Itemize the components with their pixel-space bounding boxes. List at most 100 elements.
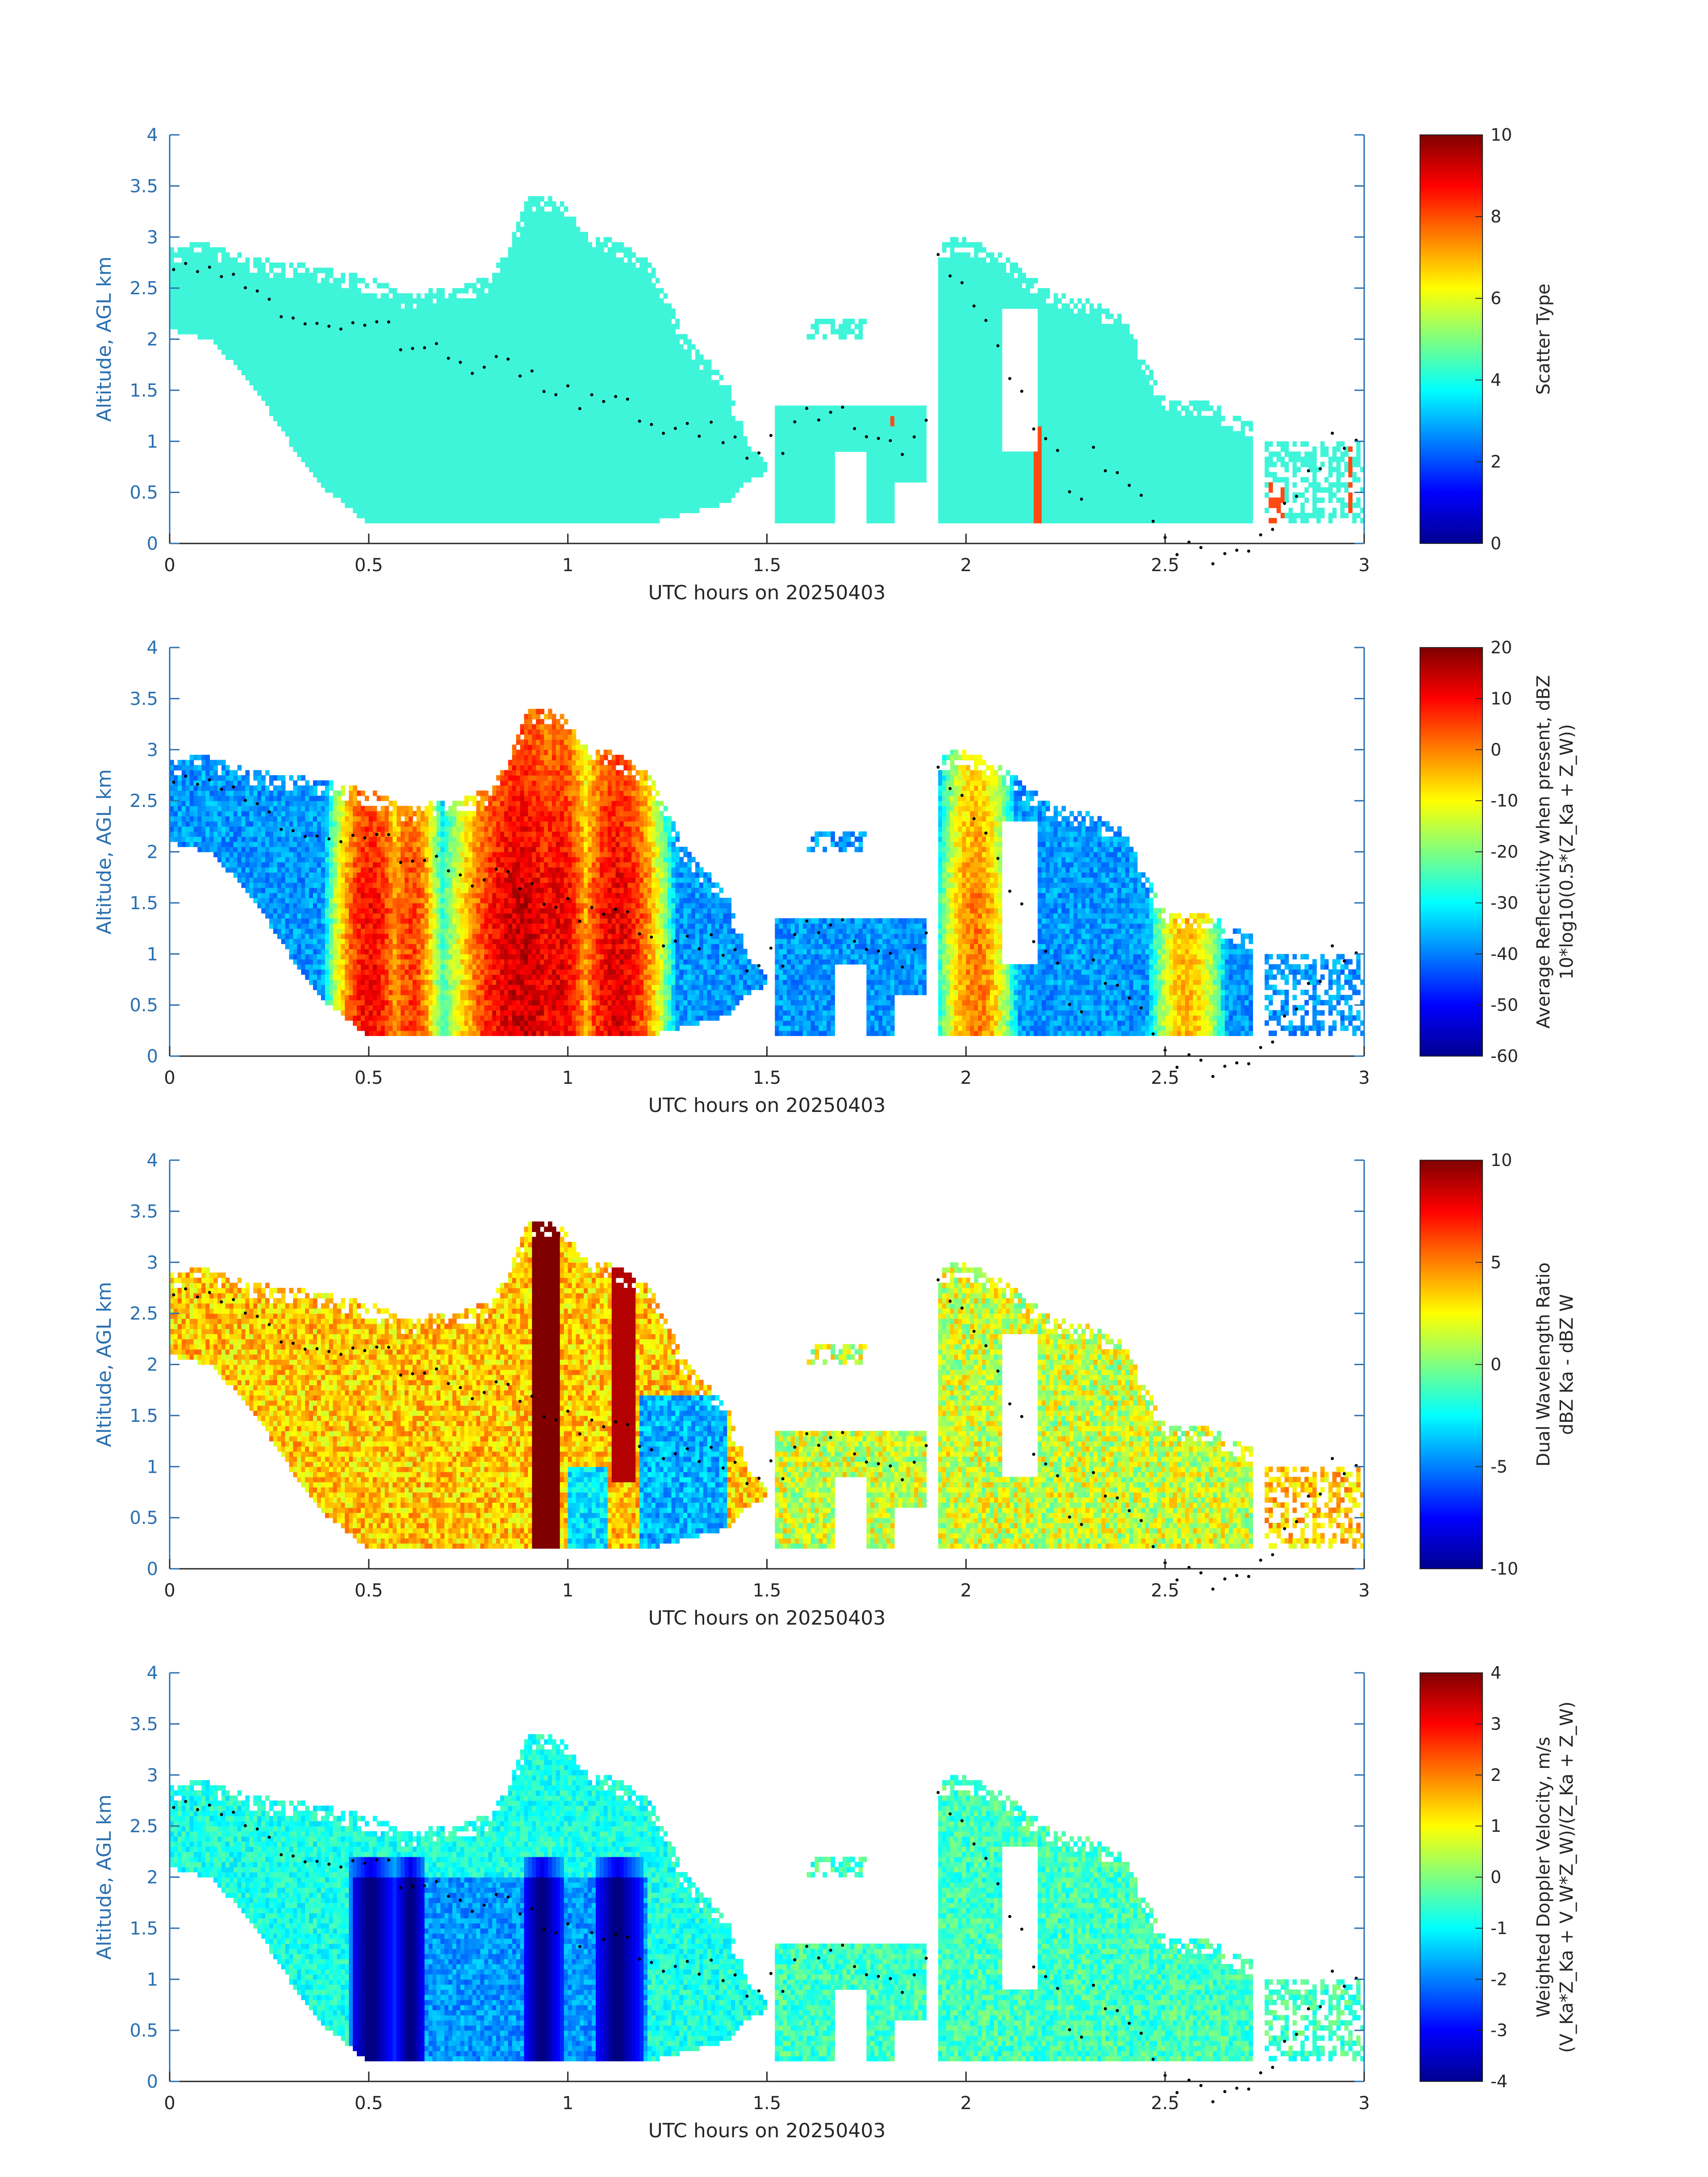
heatmap-cell [568,457,572,462]
heatmap-cell [349,313,353,319]
heatmap-cell [592,252,596,258]
heatmap-cell [433,518,437,523]
heatmap-cell [512,267,517,273]
heatmap-cell [484,477,489,482]
heatmap-cell [504,303,509,309]
heatmap-cell [433,493,437,498]
heatmap-cell [230,329,234,334]
heatmap-cell [393,467,397,472]
heatmap-cell [329,344,334,350]
heatmap-cell [472,518,477,523]
heatmap-cell [532,457,536,462]
heatmap-cell [333,355,338,360]
heatmap-cell [472,431,477,436]
heatmap-cell [436,503,441,508]
heatmap-cell [421,411,425,416]
heatmap-cell [405,298,409,304]
heatmap-cell [205,303,210,309]
heatmap-cell [572,451,576,457]
heatmap-cell [269,395,274,401]
heatmap-cell [337,385,342,390]
heatmap-cell [631,472,636,477]
heatmap-cell [631,349,636,355]
heatmap-cell [341,457,345,462]
heatmap-cell [612,421,616,426]
heatmap-cell [588,385,592,390]
heatmap-cell [401,380,405,385]
heatmap-cell [548,283,552,288]
heatmap-cell [588,344,592,350]
heatmap-cell [568,513,572,518]
heatmap-cell [365,298,369,304]
heatmap-cell [528,390,533,396]
heatmap-cell [197,329,202,334]
heatmap-cell [182,278,186,283]
heatmap-cell [548,267,552,273]
heatmap-cell [608,390,612,396]
heatmap-cell [631,313,636,319]
heatmap-cell [273,293,278,299]
heatmap-cell [273,339,278,345]
heatmap-cell [536,411,540,416]
heatmap-cell [448,349,453,355]
heatmap-cell [333,426,338,431]
heatmap-cell [321,416,326,421]
heatmap-cell [472,385,477,390]
heatmap-cell [452,472,457,477]
heatmap-cell [536,355,540,360]
heatmap-cell [572,447,576,452]
heatmap-cell [194,258,198,263]
heatmap-cell [265,339,270,345]
heatmap-cell [393,405,397,411]
heatmap-cell [512,288,517,293]
heatmap-cell [540,467,544,472]
heatmap-cell [436,518,441,523]
heatmap-cell [631,477,636,482]
heatmap-cell [409,497,413,503]
heatmap-cell [369,405,373,411]
heatmap-cell [588,303,592,309]
heatmap-cell [488,462,493,467]
heatmap-cell [472,487,477,493]
heatmap-cell [433,441,437,447]
heatmap-cell [301,405,305,411]
heatmap-cell [560,339,564,345]
heatmap-cell [592,493,596,498]
heatmap-cell [504,298,509,304]
heatmap-cell [269,334,274,339]
heatmap-cell [528,303,533,309]
heatmap-cell [397,503,401,508]
heatmap-cell [257,334,262,339]
heatmap-cell [520,436,525,442]
heatmap-cell [520,416,525,421]
heatmap-cell [492,497,497,503]
heatmap-cell [401,370,405,375]
heatmap-cell [572,503,576,508]
heatmap-cell [273,375,278,380]
heatmap-cell [321,267,326,273]
heatmap-cell [261,329,266,334]
heatmap-cell [476,416,481,421]
heatmap-cell [452,487,457,493]
heatmap-cell [245,313,250,319]
heatmap-cell [421,497,425,503]
heatmap-cell [588,487,592,493]
heatmap-cell [444,518,449,523]
heatmap-cell [592,482,596,488]
heatmap-cell [242,365,246,370]
heatmap-cell [620,349,624,355]
heatmap-cell [520,288,525,293]
heatmap-cell [580,344,584,350]
heatmap-cell [401,472,405,477]
heatmap-cell [568,293,572,299]
heatmap-cell [238,283,242,288]
heatmap-cell [433,462,437,467]
heatmap-cell [269,380,274,385]
heatmap-cell [341,477,345,482]
heatmap-cell [321,380,326,385]
heatmap-cell [393,380,397,385]
heatmap-cell [217,267,222,273]
heatmap-cell [277,421,282,426]
heatmap-cell [560,447,564,452]
heatmap-cell [548,242,552,247]
